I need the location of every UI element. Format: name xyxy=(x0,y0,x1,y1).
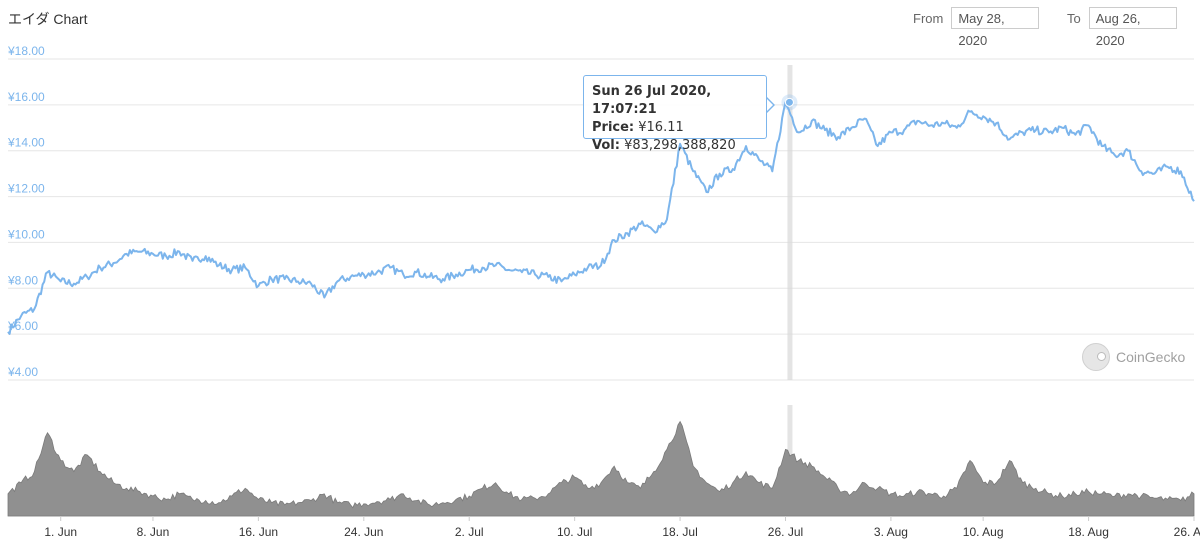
x-tick-label: 8. Jun xyxy=(137,525,170,539)
crosshair xyxy=(787,65,793,516)
tooltip-date: Sun 26 Jul 2020, 17:07:21 xyxy=(592,84,712,117)
tooltip-arrow-inner xyxy=(765,97,773,113)
x-tick-label: 18. Jul xyxy=(662,525,697,539)
x-tick-label: 24. Jun xyxy=(344,525,383,539)
y-tick-label: ¥8.00 xyxy=(7,273,38,287)
chart-title: エイダ Chart xyxy=(8,11,88,27)
x-tick-label: 16. Jun xyxy=(239,525,278,539)
tooltip-price-label: Price: xyxy=(592,120,635,135)
y-tick-label: ¥12.00 xyxy=(7,182,45,196)
price-tooltip: Sun 26 Jul 2020, 17:07:21 Price: ¥16.11 … xyxy=(583,75,767,153)
from-label: From xyxy=(913,10,944,26)
x-tick-label: 3. Aug xyxy=(874,525,908,539)
price-line xyxy=(7,101,1195,335)
y-axis-labels: ¥18.00¥16.00¥14.00¥12.00¥10.00¥8.00¥6.00… xyxy=(7,44,45,379)
x-axis-labels: 1. Jun 8. Jun 16. Jun 24. Jun 2. Jul 10. Jul 1… xyxy=(44,516,1200,539)
x-tick-label: 26. Aug xyxy=(1174,525,1200,539)
date-range-to: To Aug 26, 2020 xyxy=(1067,6,1177,48)
highlight-point xyxy=(784,97,794,107)
gecko-logo-icon xyxy=(1082,343,1110,371)
crosshair-band xyxy=(787,65,793,380)
volume-series xyxy=(7,420,1195,517)
y-tick-label: ¥14.00 xyxy=(7,136,45,150)
to-label: To xyxy=(1067,10,1081,26)
tooltip-vol-label: Vol: xyxy=(592,138,620,153)
y-tick-label: ¥18.00 xyxy=(7,44,45,58)
x-tick-label: 1. Jun xyxy=(44,525,77,539)
coingecko-watermark: CoinGecko xyxy=(1082,343,1185,371)
y-tick-label: ¥4.00 xyxy=(7,365,38,379)
x-tick-label: 10. Aug xyxy=(963,525,1004,539)
to-date-input[interactable]: Aug 26, 2020 xyxy=(1088,7,1177,48)
tooltip-price-value: ¥16.11 xyxy=(638,120,684,135)
x-tick-label: 10. Jul xyxy=(557,525,592,539)
watermark-text: CoinGecko xyxy=(1116,349,1186,365)
x-tick-label: 26. Jul xyxy=(768,525,803,539)
tooltip-vol-value: ¥83,298,388,820 xyxy=(624,138,736,153)
y-tick-label: ¥16.00 xyxy=(7,90,45,104)
x-tick-label: 18. Aug xyxy=(1068,525,1109,539)
volume-area xyxy=(7,420,1195,517)
price-series xyxy=(7,94,1195,335)
date-range-from: From May 28, 2020 xyxy=(913,6,1040,48)
from-date-input[interactable]: May 28, 2020 xyxy=(951,7,1040,48)
y-tick-label: ¥10.00 xyxy=(7,227,45,241)
x-tick-label: 2. Jul xyxy=(455,525,484,539)
